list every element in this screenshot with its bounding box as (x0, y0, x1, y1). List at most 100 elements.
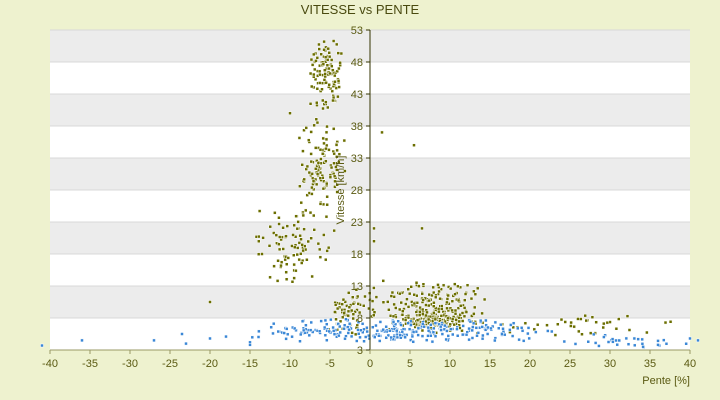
data-point (462, 314, 467, 319)
data-point (431, 290, 436, 295)
data-point (315, 172, 320, 176)
data-point (297, 241, 302, 245)
data-point (301, 213, 306, 218)
data-point (285, 332, 290, 337)
data-point (372, 335, 377, 339)
data-point (336, 79, 341, 83)
data-point (276, 329, 281, 334)
data-point (407, 327, 412, 331)
data-point (329, 58, 334, 62)
data-point (271, 331, 275, 336)
data-point (384, 336, 388, 340)
data-point (327, 51, 331, 55)
data-point (586, 339, 591, 344)
data-point (309, 57, 314, 62)
data-point (279, 263, 283, 268)
data-point (432, 326, 436, 331)
data-point (325, 202, 329, 207)
data-point (576, 317, 580, 321)
data-point (271, 321, 276, 326)
data-point (377, 334, 381, 338)
data-point (636, 337, 640, 341)
data-point (573, 342, 578, 346)
data-point (337, 152, 342, 156)
data-point (399, 323, 403, 327)
y-tick-label: 13 (351, 281, 363, 293)
data-point (304, 323, 308, 328)
data-point (351, 316, 355, 321)
data-points (40, 39, 700, 350)
data-point (290, 280, 295, 284)
data-point (412, 301, 417, 306)
data-point (277, 216, 281, 220)
data-point (360, 322, 365, 326)
data-point (275, 279, 280, 283)
data-point (446, 316, 450, 321)
data-point (317, 81, 322, 85)
data-point (337, 85, 341, 89)
data-point (362, 339, 366, 344)
data-point (318, 202, 323, 206)
data-point (331, 127, 336, 131)
data-point (325, 124, 329, 129)
y-tick-label: 33 (351, 153, 363, 165)
data-point (418, 310, 422, 314)
data-point (411, 340, 415, 344)
data-point (696, 338, 700, 343)
data-point (633, 343, 637, 348)
data-point (410, 334, 415, 339)
data-point (310, 274, 314, 279)
data-point (446, 334, 451, 338)
data-point (277, 247, 282, 252)
data-point (409, 285, 413, 289)
data-point (426, 317, 431, 322)
data-point (562, 339, 567, 344)
data-point (469, 296, 474, 301)
data-point (640, 342, 645, 346)
data-point (282, 331, 286, 335)
data-point (420, 328, 425, 333)
data-point (397, 307, 402, 312)
data-point (500, 332, 504, 336)
data-point (305, 193, 309, 197)
data-point (656, 343, 660, 347)
data-point (455, 334, 460, 338)
data-point (80, 338, 84, 343)
data-point (332, 161, 336, 166)
data-point (314, 117, 319, 122)
data-point (517, 337, 521, 342)
data-point (480, 311, 484, 316)
data-point (299, 252, 303, 256)
data-point (424, 313, 428, 318)
data-point (460, 332, 465, 337)
data-point (391, 320, 396, 324)
data-point (347, 321, 352, 326)
data-point (256, 335, 261, 339)
data-point (321, 62, 326, 66)
data-point (457, 319, 461, 324)
x-tick-label: -25 (162, 358, 178, 370)
data-point (527, 336, 531, 341)
data-point (346, 291, 351, 295)
data-point (416, 326, 421, 331)
data-point (184, 341, 188, 346)
data-point (337, 333, 341, 338)
data-point (313, 146, 318, 150)
data-point (381, 327, 385, 332)
data-point (323, 55, 328, 59)
data-point (431, 319, 435, 323)
data-point (615, 342, 619, 347)
x-tick-label: 15 (484, 358, 496, 370)
data-point (333, 310, 337, 314)
data-point (374, 323, 378, 328)
data-point (324, 146, 328, 151)
data-point (610, 337, 615, 341)
data-point (489, 326, 493, 331)
data-point (431, 304, 436, 308)
data-point (300, 243, 304, 247)
data-point (395, 335, 400, 340)
data-point (440, 304, 444, 308)
data-point (321, 186, 326, 191)
data-point (324, 80, 328, 85)
data-point (346, 331, 351, 335)
